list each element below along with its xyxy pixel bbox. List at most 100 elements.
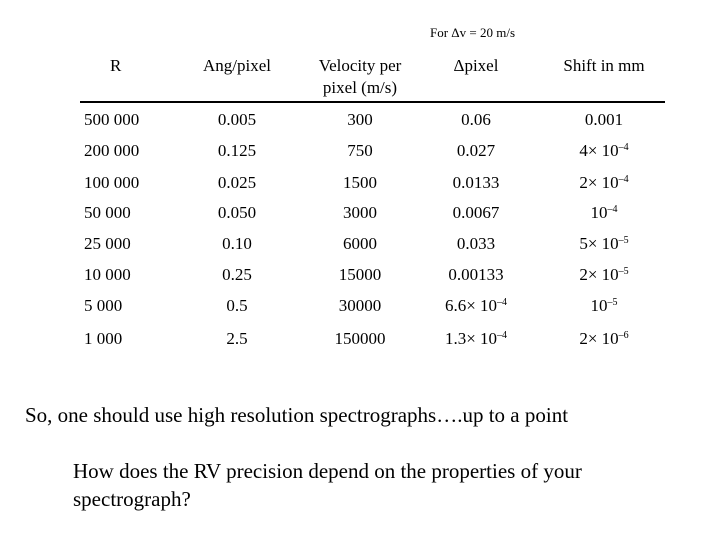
header-ang-pixel: Ang/pixel [203, 56, 271, 75]
cell-shift: 10–5 [591, 295, 618, 317]
cell-delta-pixel-exponent: –4 [497, 297, 508, 308]
cell-velocity-text: 750 [347, 141, 373, 160]
cell-ang-pixel: 0.5 [226, 295, 247, 317]
cell-r: 25 000 [84, 233, 131, 255]
cell-delta-pixel: 0.0133 [453, 172, 500, 194]
cell-velocity-text: 300 [347, 110, 373, 129]
cell-ang-pixel: 0.25 [222, 264, 252, 286]
cell-shift: 10–4 [591, 202, 618, 224]
cell-velocity-text: 15000 [338, 265, 382, 284]
cell-delta-pixel-base: 6.6× 10 [444, 296, 498, 315]
cell-r-text: 1 000 [84, 329, 123, 348]
cell-shift-exponent: –5 [618, 266, 629, 277]
table-caption: For Δv = 20 m/s [430, 25, 516, 40]
cell-velocity-text: 6000 [343, 234, 377, 253]
cell-delta-pixel-text: 0.027 [456, 141, 496, 160]
cell-delta-pixel: 0.06 [461, 109, 491, 131]
header-rule [80, 101, 665, 103]
cell-r-text: 200 000 [84, 141, 140, 160]
cell-velocity: 3000 [343, 202, 377, 224]
cell-delta-pixel-text: 0.0067 [452, 203, 500, 222]
note-question-line1: How does the RV precision depend on the … [73, 459, 582, 483]
header-velocity: Velocity per pixel (m/s) [319, 55, 402, 99]
cell-shift-base: 10 [590, 203, 608, 222]
note-question-line2: spectrograph? [73, 487, 191, 511]
note-high-resolution: So, one should use high resolution spect… [25, 403, 569, 427]
cell-shift-base: 2× 10 [579, 329, 619, 348]
cell-delta-pixel-text: 0.00133 [448, 265, 504, 284]
cell-ang-pixel-text: 0.10 [222, 234, 252, 253]
cell-velocity: 150000 [335, 328, 386, 350]
cell-shift-exponent: –5 [607, 297, 618, 308]
cell-shift-exponent: –6 [618, 330, 629, 341]
cell-shift-exponent: –4 [618, 174, 629, 185]
cell-delta-pixel: 6.6× 10–4 [445, 295, 507, 317]
cell-shift-exponent: –4 [618, 142, 629, 153]
cell-velocity: 1500 [343, 172, 377, 194]
cell-velocity: 750 [347, 140, 373, 162]
cell-velocity: 15000 [339, 264, 382, 286]
cell-r-text: 100 000 [84, 173, 140, 192]
cell-delta-pixel-text: 0.06 [461, 110, 491, 129]
cell-velocity: 6000 [343, 233, 377, 255]
cell-r-text: 5 000 [84, 296, 123, 315]
cell-ang-pixel: 0.125 [218, 140, 256, 162]
cell-shift-exponent: –5 [618, 235, 629, 246]
cell-velocity: 30000 [339, 295, 382, 317]
cell-shift-base: 4× 10 [579, 141, 619, 160]
cell-shift: 4× 10–4 [579, 140, 628, 162]
cell-delta-pixel-exponent: –4 [497, 330, 508, 341]
cell-ang-pixel-text: 0.25 [222, 265, 252, 284]
cell-r-text: 50 000 [84, 203, 131, 222]
cell-shift: 2× 10–6 [579, 328, 628, 350]
cell-velocity-text: 30000 [338, 296, 382, 315]
header-r: R [110, 56, 122, 75]
cell-shift-base: 0.001 [584, 110, 624, 129]
cell-velocity-text: 150000 [334, 329, 386, 348]
cell-delta-pixel-text: 0.033 [456, 234, 496, 253]
cell-delta-pixel-text: 0.0133 [452, 173, 500, 192]
cell-shift: 5× 10–5 [579, 233, 628, 255]
cell-shift-base: 5× 10 [579, 234, 619, 253]
cell-r: 5 000 [84, 295, 122, 317]
cell-r: 500 000 [84, 109, 139, 131]
cell-shift-base: 2× 10 [579, 265, 619, 284]
cell-ang-pixel: 2.5 [226, 328, 247, 350]
cell-ang-pixel-text: 0.025 [217, 173, 257, 192]
cell-ang-pixel-text: 0.005 [217, 110, 257, 129]
header-velocity-line1: Velocity per [318, 56, 402, 75]
cell-r: 1 000 [84, 328, 122, 350]
cell-velocity-text: 1500 [343, 173, 377, 192]
cell-delta-pixel: 1.3× 10–4 [445, 328, 507, 350]
cell-r-text: 25 000 [84, 234, 131, 253]
cell-delta-pixel-base: 1.3× 10 [444, 329, 498, 348]
cell-r: 100 000 [84, 172, 139, 194]
cell-ang-pixel: 0.025 [218, 172, 256, 194]
cell-r-text: 10 000 [84, 265, 131, 284]
cell-r: 50 000 [84, 202, 131, 224]
cell-ang-pixel: 0.050 [218, 202, 256, 224]
cell-ang-pixel-text: 0.5 [226, 296, 248, 315]
cell-ang-pixel: 0.005 [218, 109, 256, 131]
cell-shift: 2× 10–4 [579, 172, 628, 194]
cell-velocity: 300 [347, 109, 373, 131]
cell-shift: 0.001 [585, 109, 623, 131]
cell-r: 10 000 [84, 264, 131, 286]
header-velocity-line2: pixel (m/s) [322, 78, 398, 97]
cell-delta-pixel: 0.027 [457, 140, 495, 162]
cell-r: 200 000 [84, 140, 139, 162]
cell-delta-pixel: 0.033 [457, 233, 495, 255]
cell-delta-pixel: 0.0067 [453, 202, 500, 224]
header-shift: Shift in mm [563, 56, 645, 75]
cell-ang-pixel-text: 2.5 [226, 329, 248, 348]
cell-ang-pixel-text: 0.050 [217, 203, 257, 222]
cell-shift-base: 10 [590, 296, 608, 315]
cell-delta-pixel: 0.00133 [448, 264, 503, 286]
cell-shift-exponent: –4 [607, 204, 618, 215]
note-question: How does the RV precision depend on the … [73, 457, 582, 513]
cell-r-text: 500 000 [84, 110, 140, 129]
cell-velocity-text: 3000 [343, 203, 377, 222]
cell-shift-base: 2× 10 [579, 173, 619, 192]
cell-shift: 2× 10–5 [579, 264, 628, 286]
cell-ang-pixel-text: 0.125 [217, 141, 257, 160]
